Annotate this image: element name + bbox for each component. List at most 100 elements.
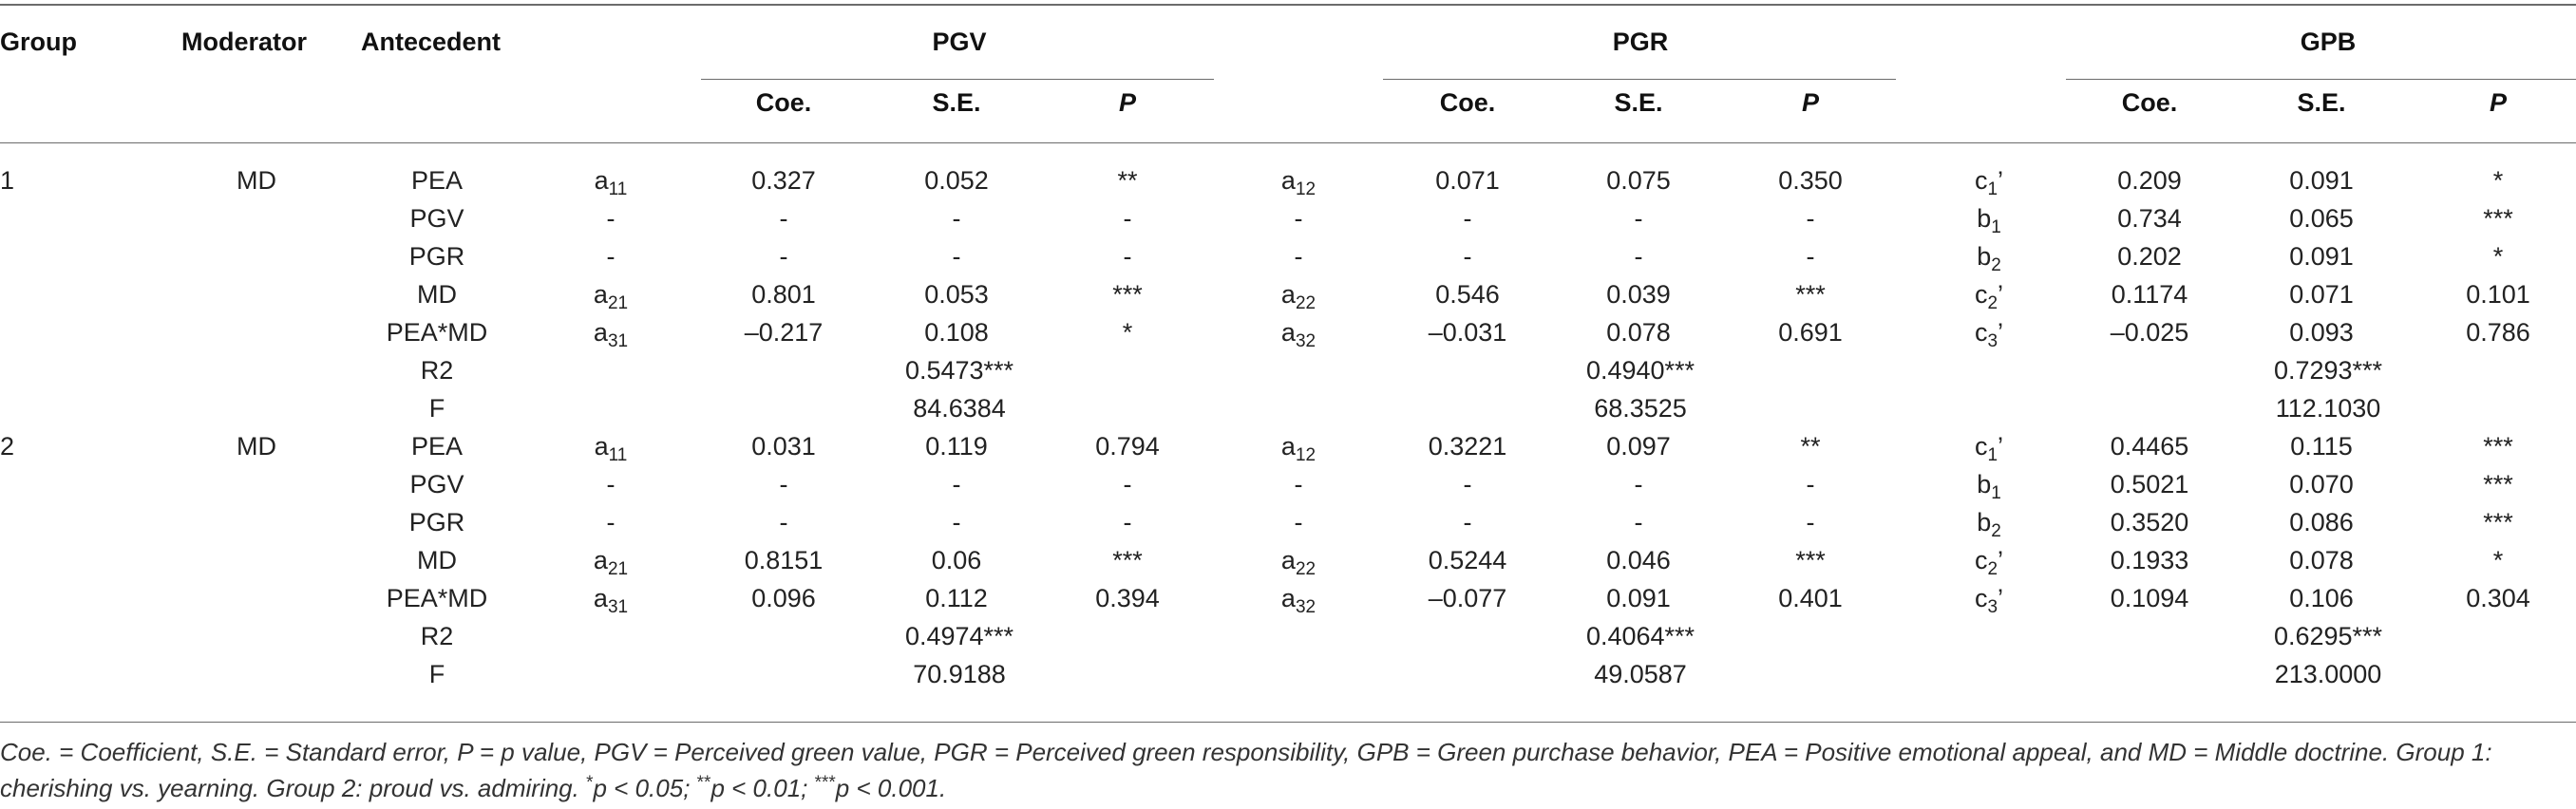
path-symbol-index: 12: [1295, 445, 1316, 465]
path-symbol-letter: a: [593, 546, 608, 574]
table-cell: ***: [1795, 546, 1826, 574]
r2-label: R2: [420, 622, 454, 650]
header-outcome-pgr: PGR: [1612, 28, 1669, 56]
footnote-sig-3: ***: [814, 773, 836, 793]
path-symbol-letter: a: [594, 166, 609, 195]
path-symbol: a31: [594, 583, 628, 616]
path-symbol-index: 22: [1295, 293, 1316, 313]
gpb-underline: [2066, 79, 2576, 80]
f-value: 70.9188: [913, 660, 1006, 688]
header-stat-p: P: [1118, 88, 1137, 117]
f-label: F: [428, 394, 445, 423]
table-cell: -: [1123, 204, 1132, 233]
antecedent-label: MD: [417, 280, 457, 309]
path-symbol-letter: -: [606, 508, 616, 536]
table-cell: 0.786: [2466, 318, 2530, 347]
header-stat-se: S.E.: [1614, 88, 1663, 117]
path-symbol-letter: b: [1977, 242, 1992, 271]
table-cell: 0.071: [1435, 166, 1500, 195]
path-symbol-index: 31: [607, 597, 629, 617]
path-symbol-letter: a: [594, 432, 609, 461]
path-symbol-prime: ’: [1998, 318, 2004, 347]
path-symbol: a12: [1280, 165, 1316, 199]
header-stat-coe: Coe.: [755, 88, 812, 117]
header-group: Group: [0, 28, 77, 56]
table-cell: 0.119: [925, 432, 988, 461]
path-symbol-letter: c: [1974, 546, 1988, 574]
table-cell: ***: [1112, 546, 1143, 574]
table-cell: ***: [2483, 204, 2513, 233]
table-cell: ***: [2483, 470, 2513, 499]
path-symbol: a21: [594, 279, 628, 312]
table-cell: 0.401: [1778, 584, 1843, 612]
path-symbol-letter: c: [1974, 166, 1988, 195]
table-cell: -: [952, 242, 961, 271]
pgr-underline: [1383, 79, 1896, 80]
table-cell: 0.097: [1606, 432, 1671, 461]
table-cell: 0.8151: [744, 546, 824, 574]
r2-value: 0.5473***: [904, 356, 1014, 385]
path-symbol-prime: ’: [1998, 280, 2004, 309]
table-cell: -: [1806, 508, 1815, 536]
path-symbol-letter: a: [1280, 584, 1296, 612]
path-symbol-letter: c: [1974, 432, 1988, 461]
table-cell: 0.078: [2289, 546, 2354, 574]
antecedent-label: PGV: [409, 470, 464, 499]
table-cell: -: [1463, 470, 1472, 499]
r2-value: 0.4064***: [1585, 622, 1695, 650]
path-symbol-index: 1: [1987, 445, 1998, 465]
path-symbol: c2’: [1974, 545, 2003, 578]
path-symbol-letter: a: [593, 318, 608, 347]
path-symbol-index: 3: [1987, 331, 1998, 351]
group-number: 1: [0, 166, 15, 195]
footnote-sig-1: *: [586, 773, 594, 793]
table-cell: 0.1933: [2110, 546, 2189, 574]
table-cell: *: [2492, 166, 2504, 195]
path-symbol: -: [607, 241, 616, 272]
table-cell: ***: [1112, 280, 1143, 309]
antecedent-label: PEA: [410, 432, 464, 461]
table-cell: 0.070: [2289, 470, 2354, 499]
bottom-rule: [0, 722, 2576, 723]
path-symbol-index: 3: [1987, 597, 1998, 617]
path-symbol: c1’: [1974, 165, 2003, 198]
path-symbol-letter: -: [606, 242, 616, 271]
path-symbol-index: 22: [1295, 559, 1316, 579]
f-value: 112.1030: [2275, 394, 2381, 423]
table-cell: 0.046: [1606, 546, 1671, 574]
header-stat-se: S.E.: [932, 88, 981, 117]
header-outcome-gpb: GPB: [2300, 28, 2357, 56]
path-symbol-prime: ’: [1998, 432, 2004, 461]
path-symbol: a31: [593, 317, 628, 350]
table-cell: –0.077: [1428, 584, 1507, 612]
path-symbol-letter: a: [1280, 166, 1296, 195]
table-cell: 0.108: [924, 318, 989, 347]
path-symbol-letter: c: [1974, 584, 1988, 612]
path-symbol: -: [1295, 469, 1303, 499]
table-cell: 0.101: [2466, 280, 2530, 309]
moderator-label: MD: [237, 166, 276, 195]
path-symbol-letter: -: [606, 470, 616, 499]
top-rule: [0, 4, 2576, 6]
path-symbol: a12: [1281, 431, 1316, 464]
path-symbol-index: 32: [1295, 331, 1316, 351]
table-cell: 0.091: [2289, 166, 2354, 195]
header-stat-coe: Coe.: [2121, 88, 2178, 117]
table-cell: -: [1463, 204, 1472, 233]
header-stat-p: P: [2489, 88, 2508, 117]
path-symbol: a11: [594, 431, 628, 464]
table-cell: *: [2492, 546, 2504, 574]
table-cell: 0.093: [2289, 318, 2354, 347]
table-cell: 0.209: [2117, 166, 2182, 195]
table-cell: 0.202: [2117, 242, 2182, 271]
table-cell: ***: [2483, 432, 2513, 461]
header-stat-p: P: [1801, 88, 1820, 117]
table-cell: **: [1117, 166, 1138, 195]
group-number: 2: [0, 432, 15, 461]
table-cell: 0.031: [751, 432, 816, 461]
path-symbol-letter: -: [1294, 508, 1303, 536]
antecedent-label: PGV: [409, 204, 464, 233]
table-cell: 0.052: [924, 166, 989, 195]
path-symbol-index: 12: [1295, 179, 1316, 199]
table-cell: -: [1123, 470, 1132, 499]
